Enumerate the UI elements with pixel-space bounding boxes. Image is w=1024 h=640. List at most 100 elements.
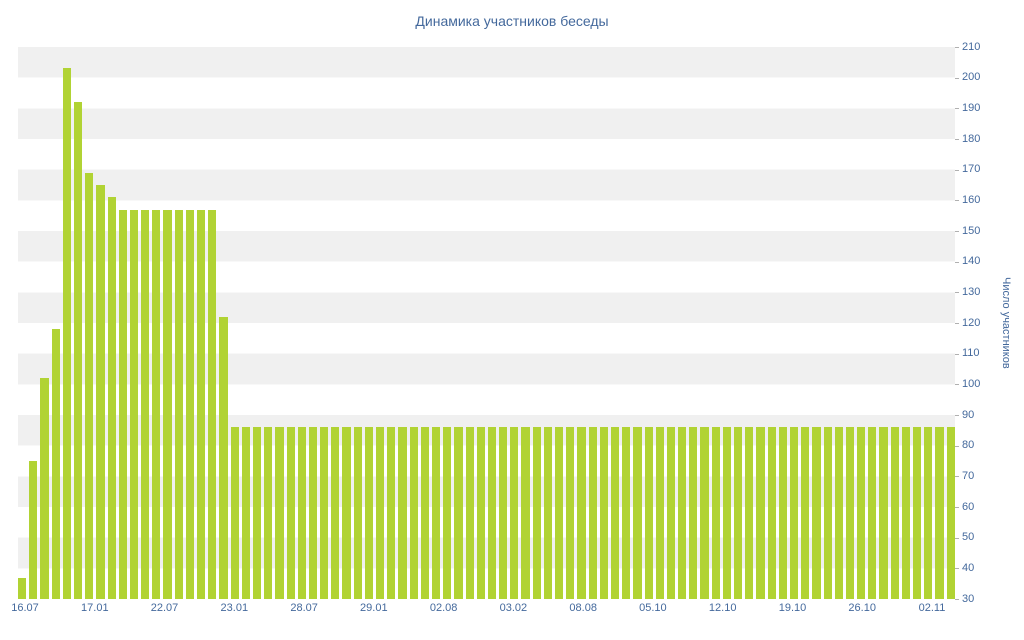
bar[interactable] xyxy=(219,316,228,599)
bar[interactable] xyxy=(29,461,38,599)
bar[interactable] xyxy=(767,427,776,599)
bar[interactable] xyxy=(331,427,340,599)
bar[interactable] xyxy=(622,427,631,599)
bar[interactable] xyxy=(264,427,273,599)
bar[interactable] xyxy=(801,427,810,599)
bar[interactable] xyxy=(18,577,27,599)
bar[interactable] xyxy=(521,427,530,599)
bar[interactable] xyxy=(689,427,698,599)
bar[interactable] xyxy=(566,427,575,599)
bar[interactable] xyxy=(745,427,754,599)
bar[interactable] xyxy=(85,172,94,599)
bar[interactable] xyxy=(845,427,855,599)
bar[interactable] xyxy=(342,427,351,599)
x-tick-label: 23.01 xyxy=(220,602,249,614)
x-tick-label: 26.10 xyxy=(848,602,876,614)
bar[interactable] xyxy=(476,427,485,599)
bar[interactable] xyxy=(241,427,250,599)
bar[interactable] xyxy=(107,197,116,599)
bar[interactable] xyxy=(610,427,620,599)
bar[interactable] xyxy=(40,378,49,599)
bar[interactable] xyxy=(577,427,586,599)
bar[interactable] xyxy=(252,427,262,599)
bar[interactable] xyxy=(197,209,206,599)
bar[interactable] xyxy=(73,102,83,599)
bar[interactable] xyxy=(655,427,664,599)
bar[interactable] xyxy=(398,427,407,599)
bar[interactable] xyxy=(700,427,709,599)
y-tick-mark xyxy=(955,261,959,263)
bar[interactable] xyxy=(734,427,743,599)
bar[interactable] xyxy=(935,427,944,599)
bar[interactable] xyxy=(141,209,150,599)
bar[interactable] xyxy=(868,427,877,599)
bar[interactable] xyxy=(431,427,441,599)
bar[interactable] xyxy=(487,427,497,599)
bar[interactable] xyxy=(789,427,799,599)
bar[interactable] xyxy=(185,209,194,599)
bar[interactable] xyxy=(420,427,429,599)
y-tick-label: 190 xyxy=(962,101,981,114)
bar[interactable] xyxy=(308,427,318,599)
bar[interactable] xyxy=(532,427,541,599)
bar[interactable] xyxy=(666,427,676,599)
bar[interactable] xyxy=(778,427,787,599)
y-tick-label: 200 xyxy=(962,71,981,84)
y-tick-label: 60 xyxy=(962,500,975,513)
bar[interactable] xyxy=(454,427,463,599)
bar[interactable] xyxy=(297,427,306,599)
bar[interactable] xyxy=(722,427,731,599)
bar[interactable] xyxy=(465,427,474,599)
bar[interactable] xyxy=(51,329,60,599)
bar[interactable] xyxy=(364,427,373,599)
y-tick-label: 160 xyxy=(962,193,981,206)
y-tick-label: 170 xyxy=(962,163,981,176)
bar[interactable] xyxy=(499,427,508,599)
bar[interactable] xyxy=(599,427,608,599)
bar[interactable] xyxy=(208,209,217,599)
bar[interactable] xyxy=(320,427,329,599)
bar[interactable] xyxy=(711,427,720,599)
bar[interactable] xyxy=(286,427,295,599)
bar[interactable] xyxy=(901,427,910,599)
bar[interactable] xyxy=(163,209,172,599)
bar[interactable] xyxy=(644,427,653,599)
bar[interactable] xyxy=(443,427,452,599)
bar[interactable] xyxy=(376,427,385,599)
y-tick-mark xyxy=(955,139,959,140)
bar[interactable] xyxy=(353,427,362,599)
bar[interactable] xyxy=(118,209,127,599)
x-tick-label: 02.08 xyxy=(429,602,458,614)
bar[interactable] xyxy=(890,427,899,599)
y-tick-mark xyxy=(955,445,959,447)
bar[interactable] xyxy=(96,185,105,599)
bar[interactable] xyxy=(812,427,821,599)
bar[interactable] xyxy=(756,427,765,599)
bar[interactable] xyxy=(633,427,642,599)
bar[interactable] xyxy=(879,427,888,599)
bar[interactable] xyxy=(62,68,71,599)
x-tick-label: 29.01 xyxy=(360,602,388,614)
bar[interactable] xyxy=(275,427,284,599)
bar[interactable] xyxy=(823,427,832,599)
bar[interactable] xyxy=(946,427,955,599)
bar[interactable] xyxy=(129,209,139,599)
bar[interactable] xyxy=(409,427,418,599)
bar[interactable] xyxy=(924,427,933,599)
bar[interactable] xyxy=(678,427,687,599)
bar[interactable] xyxy=(543,427,552,599)
y-tick-mark xyxy=(955,537,959,539)
bar[interactable] xyxy=(555,427,564,599)
x-tick-label: 08.08 xyxy=(569,602,597,614)
y-tick-mark xyxy=(955,323,959,324)
bar[interactable] xyxy=(174,209,183,599)
bar[interactable] xyxy=(913,427,922,599)
bar[interactable] xyxy=(834,427,843,599)
bar[interactable] xyxy=(387,427,396,599)
bar[interactable] xyxy=(152,209,161,599)
bar[interactable] xyxy=(230,427,239,599)
bar[interactable] xyxy=(857,427,866,599)
bar[interactable] xyxy=(510,427,519,599)
y-tick-mark xyxy=(955,353,959,355)
bar[interactable] xyxy=(588,427,597,599)
